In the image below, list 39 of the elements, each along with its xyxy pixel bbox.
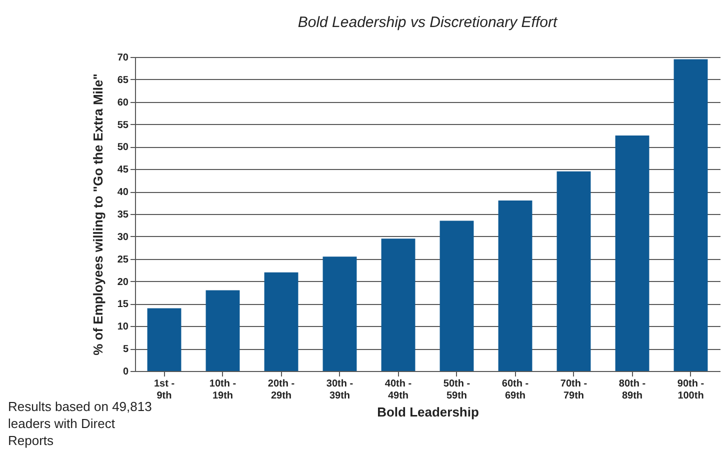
y-tick-label: 65 <box>117 74 129 86</box>
chart-title: Bold Leadership vs Discretionary Effort <box>298 14 558 31</box>
y-tick-label: 60 <box>117 97 129 108</box>
bar <box>440 220 474 371</box>
x-tick-label: 10th - 19th <box>209 378 236 402</box>
y-tick-label: 55 <box>117 120 129 131</box>
x-tick-label: 90th - 100th <box>677 378 704 402</box>
y-tick-label: 40 <box>117 187 129 198</box>
y-tick-label: 25 <box>117 254 129 266</box>
bar <box>615 136 650 371</box>
x-tick-label: 20th - 29th <box>268 378 295 402</box>
x-tick-label: 80th - 89th <box>618 378 646 402</box>
y-tick-label: 0 <box>122 366 129 378</box>
x-tick-label: 30th - 39th <box>326 378 354 402</box>
text: Results based on 49,813 leaders with Direct Reports <box>8 398 153 449</box>
bar <box>556 171 591 371</box>
y-tick-label: 50 <box>117 142 129 154</box>
bar <box>264 272 298 371</box>
bar <box>206 290 240 371</box>
x-tick-label: 60th - 69th <box>502 378 529 402</box>
bar <box>147 308 182 371</box>
y-tick-label: 5 <box>122 344 129 356</box>
y-axis-title: % of Employees willing to "Go the Extra Mile" <box>90 74 106 356</box>
bar <box>381 238 416 371</box>
x-tick-label: 50th - 59th <box>443 378 470 402</box>
x-tick-label: 1st - 9th <box>154 378 175 402</box>
y-tick-label: 30 <box>117 232 129 243</box>
x-tick-label: 70th - 79th <box>560 378 588 402</box>
y-tick-label: 35 <box>117 210 129 220</box>
bar <box>498 200 532 371</box>
y-tick-label: 70 <box>117 52 129 64</box>
x-tick-label: 40th - 49th <box>384 378 412 402</box>
y-tick-label: 15 <box>117 299 129 310</box>
y-tick-label: 10 <box>117 322 129 333</box>
y-tick-label: 45 <box>117 164 129 176</box>
x-axis-title: Bold Leadership <box>377 404 479 420</box>
y-tick-label: 20 <box>117 276 129 288</box>
bar <box>322 256 357 371</box>
bar <box>674 59 708 371</box>
